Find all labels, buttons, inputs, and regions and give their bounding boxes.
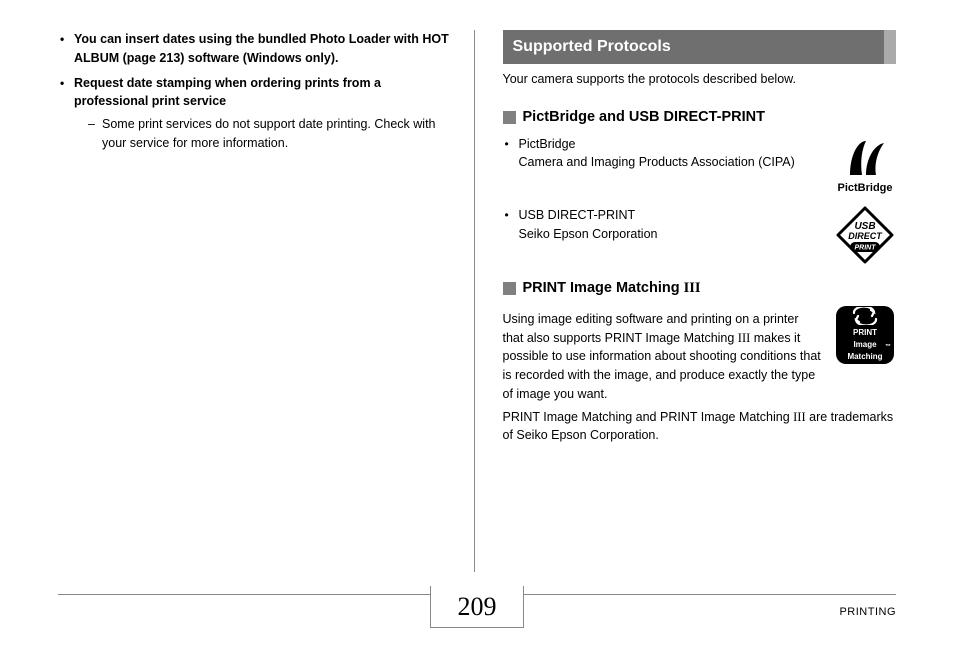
usb-direct-print-logo: USB DIRECT PRINT: [834, 206, 896, 264]
sub-list: Some print services do not support date …: [74, 115, 452, 153]
subheading-text: PRINT Image Matching III: [523, 278, 701, 300]
section-intro: Your camera supports the protocols descr…: [503, 70, 897, 89]
svg-text:PRINT: PRINT: [855, 245, 877, 252]
list-item: You can insert dates using the bundled P…: [58, 30, 452, 68]
pictbridge-logo: PictBridge: [834, 135, 896, 197]
sub-bullet-text: Some print services do not support date …: [102, 117, 436, 150]
pim-line2: Image: [853, 339, 876, 351]
protocol-name: USB DIRECT-PRINT: [519, 208, 636, 222]
content-columns: You can insert dates using the bundled P…: [0, 0, 954, 572]
pim2-text-a: PRINT Image Matching and PRINT Image Mat…: [503, 410, 794, 424]
pim-arrows-icon: [850, 307, 880, 325]
sub-list-item: Some print services do not support date …: [74, 115, 452, 153]
pim2-roman: III: [793, 410, 806, 424]
protocol-name: PictBridge: [519, 137, 576, 151]
list-item: Request date stamping when ordering prin…: [58, 74, 452, 153]
pim-line1: PRINT: [853, 327, 877, 339]
subheading-prefix: PRINT Image Matching: [523, 280, 684, 296]
protocol-desc: Seiko Epson Corporation: [519, 227, 658, 241]
pictbridge-icon: [840, 135, 890, 179]
protocol-row-pictbridge: PictBridge Camera and Imaging Products A…: [503, 135, 897, 197]
footer-section-label: PRINTING: [839, 606, 896, 618]
pim-text: Using image editing software and printin…: [503, 306, 823, 404]
pim-paragraph-2: PRINT Image Matching and PRINT Image Mat…: [503, 408, 897, 446]
page-footer: 209 PRINTING: [0, 586, 954, 646]
pim-line3: Matching: [847, 351, 882, 363]
protocol-bullet-list: PictBridge Camera and Imaging Products A…: [503, 135, 823, 173]
usb-direct-print-icon: USB DIRECT PRINT: [834, 206, 896, 264]
subheading-pim: PRINT Image Matching III: [503, 278, 897, 300]
protocol-text: USB DIRECT-PRINT Seiko Epson Corporation: [503, 206, 823, 250]
protocol-text: PictBridge Camera and Imaging Products A…: [503, 135, 823, 179]
section-title-bar: Supported Protocols: [503, 30, 897, 64]
square-bullet-icon: [503, 282, 516, 295]
page-number: 209: [430, 586, 524, 628]
list-item: USB DIRECT-PRINT Seiko Epson Corporation: [503, 206, 823, 244]
list-item: PictBridge Camera and Imaging Products A…: [503, 135, 823, 173]
left-column: You can insert dates using the bundled P…: [58, 30, 474, 572]
protocol-bullet-list: USB DIRECT-PRINT Seiko Epson Corporation: [503, 206, 823, 244]
pim-roman: III: [738, 331, 751, 345]
pim-paragraph-1: Using image editing software and printin…: [503, 310, 823, 404]
protocol-desc: Camera and Imaging Products Association …: [519, 155, 795, 169]
left-bullet-list: You can insert dates using the bundled P…: [58, 30, 452, 153]
protocol-row-usbdirect: USB DIRECT-PRINT Seiko Epson Corporation…: [503, 206, 897, 264]
subheading-text: PictBridge and USB DIRECT-PRINT: [523, 107, 766, 129]
pim-tm: ™: [885, 343, 891, 352]
right-column: Supported Protocols Your camera supports…: [475, 30, 897, 572]
subheading-pictbridge: PictBridge and USB DIRECT-PRINT: [503, 107, 897, 129]
pim-badge-icon: PRINT Image Matching ™: [836, 306, 894, 364]
pim-logo: PRINT Image Matching ™: [834, 306, 896, 404]
manual-page: You can insert dates using the bundled P…: [0, 0, 954, 646]
pim-block: Using image editing software and printin…: [503, 306, 897, 404]
bullet-text: Request date stamping when ordering prin…: [74, 76, 381, 109]
pictbridge-label: PictBridge: [837, 180, 892, 197]
bullet-text: You can insert dates using the bundled P…: [74, 32, 449, 65]
subheading-roman: III: [684, 280, 701, 296]
square-bullet-icon: [503, 111, 516, 124]
svg-text:DIRECT: DIRECT: [848, 231, 883, 241]
